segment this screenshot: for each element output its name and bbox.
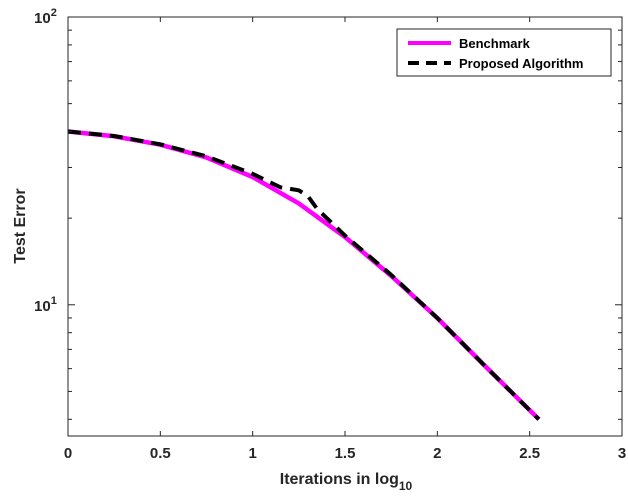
x-tick-label: 2: [433, 445, 441, 462]
x-axis-label: Iterations in log: [280, 471, 399, 488]
plot-frame: [67, 16, 623, 437]
x-tick-label: 1: [248, 445, 256, 462]
y-axis-label: Test Error: [12, 188, 29, 263]
x-axis-label-subscript: 10: [399, 479, 413, 493]
legend-label-benchmark: Benchmark: [459, 36, 531, 51]
x-tick-label: 1.5: [335, 445, 356, 462]
series-line-proposed-algorithm: [67, 129, 541, 421]
x-tick-label: 0: [64, 445, 72, 462]
series-layer: [67, 129, 541, 421]
svg-text:Iterations in log10: Iterations in log10: [280, 471, 413, 493]
x-axis-title: Iterations in log10: [280, 471, 413, 493]
legend-box: [396, 28, 612, 77]
x-tick-label: 2.5: [519, 445, 540, 462]
legend: Benchmark Proposed Algorithm: [396, 28, 612, 77]
y-tick-label: 101: [34, 295, 57, 315]
y-tick-label: 102: [34, 7, 57, 27]
x-tick-label: 0.5: [150, 445, 171, 462]
x-tick-label: 3: [618, 445, 626, 462]
tick-layer: 0 0.5 1 1.5 2 2.5 3 101 102: [34, 7, 626, 462]
legend-label-proposed: Proposed Algorithm: [459, 56, 583, 71]
series-line-benchmark: [67, 129, 541, 421]
